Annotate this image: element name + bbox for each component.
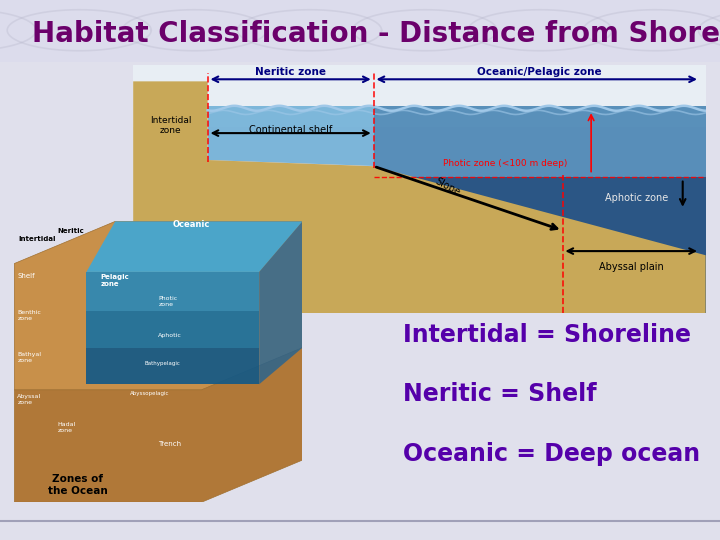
Polygon shape xyxy=(86,311,259,348)
Text: Habitat Classification - Distance from Shore: Habitat Classification - Distance from S… xyxy=(32,20,720,48)
Polygon shape xyxy=(207,106,374,166)
Text: Bathyal
zone: Bathyal zone xyxy=(17,352,41,363)
Polygon shape xyxy=(86,272,259,311)
Text: Oceanic: Oceanic xyxy=(173,220,210,229)
Text: Neritic: Neritic xyxy=(58,228,84,234)
Text: Slope: Slope xyxy=(433,176,462,197)
Text: Shelf: Shelf xyxy=(17,273,35,279)
Text: Oceanic/Pelagic zone: Oceanic/Pelagic zone xyxy=(477,67,602,77)
Text: Pelagic
zone: Pelagic zone xyxy=(101,274,130,287)
Text: Neritic = Shelf: Neritic = Shelf xyxy=(403,382,597,406)
Text: Trench: Trench xyxy=(158,441,181,447)
Polygon shape xyxy=(259,221,302,384)
Polygon shape xyxy=(374,177,706,313)
Polygon shape xyxy=(14,348,302,502)
Text: Benthic
zone: Benthic zone xyxy=(17,310,41,321)
FancyBboxPatch shape xyxy=(0,0,720,62)
Text: Continental shelf: Continental shelf xyxy=(249,125,332,135)
Text: Oceanic = Deep ocean: Oceanic = Deep ocean xyxy=(403,442,701,465)
Text: Hadal
zone: Hadal zone xyxy=(58,422,76,433)
Text: Abyssal plain: Abyssal plain xyxy=(599,262,664,272)
Text: Aphotic: Aphotic xyxy=(158,333,182,338)
Text: Intertidal
zone: Intertidal zone xyxy=(150,116,191,135)
Text: Abyssal
zone: Abyssal zone xyxy=(17,394,42,405)
Polygon shape xyxy=(86,348,259,384)
FancyBboxPatch shape xyxy=(0,62,720,540)
Text: Neritic zone: Neritic zone xyxy=(255,67,326,77)
Polygon shape xyxy=(86,221,302,272)
Text: Aphotic zone: Aphotic zone xyxy=(606,193,669,204)
Polygon shape xyxy=(374,106,706,313)
Text: Bathypelagic: Bathypelagic xyxy=(144,361,180,366)
Text: Photic zone (<100 m deep): Photic zone (<100 m deep) xyxy=(443,159,567,168)
Text: Abyssopelagic: Abyssopelagic xyxy=(130,392,169,396)
FancyBboxPatch shape xyxy=(133,65,706,127)
Polygon shape xyxy=(133,82,706,313)
Polygon shape xyxy=(14,221,302,390)
Text: Intertidal = Shoreline: Intertidal = Shoreline xyxy=(403,323,691,347)
Text: Zones of
the Ocean: Zones of the Ocean xyxy=(48,474,107,496)
Text: Photic
zone: Photic zone xyxy=(158,296,178,307)
Text: Intertidal: Intertidal xyxy=(19,236,56,242)
